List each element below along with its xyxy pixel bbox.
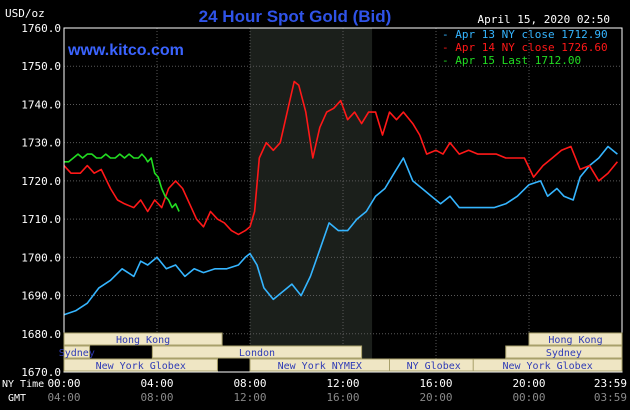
x-tick-label-ny: 16:00 xyxy=(419,377,452,390)
session-label: Sydney xyxy=(59,348,95,359)
session-label: Hong Kong xyxy=(116,335,170,346)
y-tick-label: 1670.0 xyxy=(21,366,61,379)
session-label: New York NYMEX xyxy=(278,361,362,372)
legend-entry-apr14: - Apr 14 NY close 1726.60 xyxy=(442,41,608,54)
kitco-watermark: www.kitco.com xyxy=(67,42,184,59)
gmt-label: GMT xyxy=(8,393,26,404)
y-tick-label: 1760.0 xyxy=(21,22,61,35)
trading-shade-region xyxy=(250,28,373,372)
x-tick-label-ny: 00:00 xyxy=(47,377,80,390)
x-tick-label-gmt: 12:00 xyxy=(233,391,266,404)
x-tick-label-gmt: 00:00 xyxy=(512,391,545,404)
ny-time-label: NY Time xyxy=(2,379,44,390)
y-axis-label: USD/oz xyxy=(5,7,45,20)
timestamp: April 15, 2020 02:50 xyxy=(478,13,610,26)
legend: - Apr 13 NY close 1712.90 - Apr 14 NY cl… xyxy=(442,28,608,67)
session-label: London xyxy=(239,348,275,359)
session-bar xyxy=(472,358,623,372)
session-bar xyxy=(151,345,363,359)
y-tick-label: 1710.0 xyxy=(21,213,61,226)
x-tick-label-gmt: 04:00 xyxy=(47,391,80,404)
x-tick-label-gmt: 08:00 xyxy=(140,391,173,404)
session-bars: Hong Kong Sydney London New York Globex New … xyxy=(59,332,623,372)
x-tick-label-ny: 12:00 xyxy=(326,377,359,390)
series-lines xyxy=(63,80,619,316)
legend-entry-apr13: - Apr 13 NY close 1712.90 xyxy=(442,28,608,41)
session-bar xyxy=(63,345,91,359)
y-tick-labels: 1760.0 1750.0 1740.0 1730.0 1720.0 1710.0 1700… xyxy=(21,22,61,379)
series-line-1 xyxy=(63,80,619,236)
y-tick-label: 1700.0 xyxy=(21,251,61,264)
chart-title: 24 Hour Spot Gold (Bid) xyxy=(199,7,392,26)
y-tick-label: 1690.0 xyxy=(21,290,61,303)
y-tick-label: 1740.0 xyxy=(21,98,61,111)
session-label: Sydney xyxy=(546,348,582,359)
x-tick-label-ny: 04:00 xyxy=(140,377,173,390)
session-bar xyxy=(63,358,218,372)
x-tick-label-ny: 08:00 xyxy=(233,377,266,390)
legend-entry-apr15: - Apr 15 Last 1712.00 xyxy=(442,54,581,67)
y-tick-label: 1680.0 xyxy=(21,328,61,341)
session-label: NY Globex xyxy=(407,361,461,372)
plot-border xyxy=(63,27,623,373)
x-tick-labels: 00:0004:0004:0008:0008:0012:0012:0016:00… xyxy=(47,377,627,404)
y-tick-label: 1750.0 xyxy=(21,60,61,73)
session-bar xyxy=(528,332,623,346)
y-tick-label: 1730.0 xyxy=(21,137,61,150)
session-label: New York Globex xyxy=(502,361,592,372)
x-tick-label-gmt: 03:59 xyxy=(594,391,627,404)
session-label: Hong Kong xyxy=(548,335,602,346)
y-tick-label: 1720.0 xyxy=(21,175,61,188)
series-line-2 xyxy=(64,153,180,212)
x-tick-label-ny: 23:59 xyxy=(594,377,627,390)
series-line-0 xyxy=(63,145,618,316)
session-bar xyxy=(63,332,223,346)
session-label: New York Globex xyxy=(96,361,186,372)
x-tick-label-gmt: 16:00 xyxy=(326,391,359,404)
x-tick-label-ny: 20:00 xyxy=(512,377,545,390)
x-tick-label-gmt: 20:00 xyxy=(419,391,452,404)
session-bar xyxy=(505,345,623,359)
